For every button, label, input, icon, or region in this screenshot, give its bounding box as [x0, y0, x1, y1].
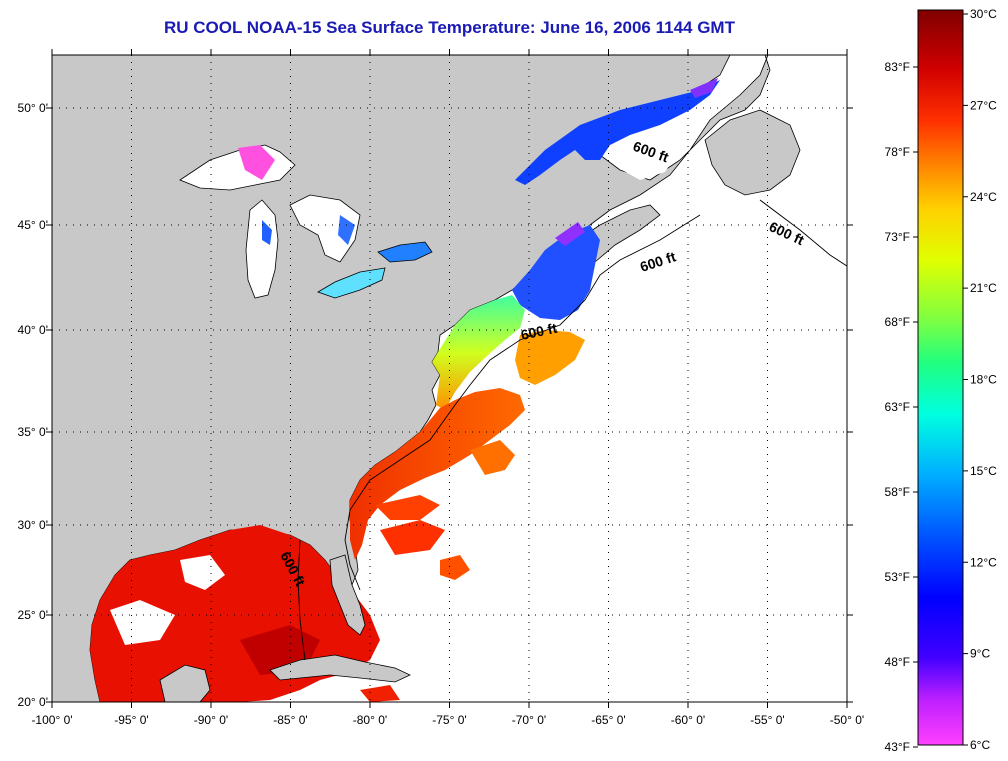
sst-gulf-of-maine [512, 225, 600, 320]
sst-labrador-purple [690, 78, 718, 98]
lake-erie [317, 267, 386, 299]
gulf-cloud-patch-2 [180, 555, 225, 590]
lat-tick-label: 20° 0' [18, 695, 48, 709]
longitude-axis-labels: -100° 0' -95° 0' -90° 0' -85° 0' -80° 0' -75°… [31, 713, 864, 727]
sst-gulf-st-lawrence [515, 80, 720, 185]
lat-tick-label: 40° 0' [18, 323, 48, 337]
colorbar-fahrenheit-label: 68°F [885, 315, 910, 329]
lake-superior-data [238, 145, 275, 180]
colorbar-celsius-label: 27°C [970, 98, 997, 112]
lon-tick-label: -100° 0' [31, 713, 72, 727]
lon-tick-label: -65° 0' [591, 713, 625, 727]
lon-tick-label: -50° 0' [830, 713, 864, 727]
latitude-axis-labels: 50° 0' 45° 0' 40° 0' 35° 0' 30° 0' 25° 0' 20° … [18, 101, 48, 709]
sst-slope-water [515, 330, 585, 385]
colorbar-fahrenheit-label: 58°F [885, 485, 910, 499]
sst-south-atlantic-bight [375, 495, 440, 520]
lon-tick-label: -85° 0' [273, 713, 307, 727]
map-title: RU COOL NOAA-15 Sea Surface Temperature:… [164, 18, 735, 37]
colorbar-fahrenheit-label: 53°F [885, 570, 910, 584]
lat-tick-label: 25° 0' [18, 608, 48, 622]
lon-tick-label: -90° 0' [194, 713, 228, 727]
gulf-cloud-patch-1 [110, 600, 175, 645]
land-cuba [269, 654, 411, 683]
colorbar-fahrenheit-label: 73°F [885, 230, 910, 244]
sst-sargasso-patch-2 [440, 555, 470, 580]
lon-tick-label: -80° 0' [353, 713, 387, 727]
lake-huron [289, 194, 361, 263]
lat-tick-label: 35° 0' [18, 425, 48, 439]
lake-michigan-data [262, 220, 272, 245]
lake-ontario [377, 241, 433, 263]
lon-tick-label: -70° 0' [512, 713, 546, 727]
colorbar-celsius-label: 21°C [970, 281, 997, 295]
colorbar-celsius-label: 30°C [970, 7, 997, 21]
colorbar-fahrenheit-label: 43°F [885, 740, 910, 754]
land-north-america [52, 55, 771, 702]
land-yucatan [159, 664, 211, 702]
sst-mid-atlantic-bight [432, 295, 525, 410]
colorbar-fahrenheit-label: 48°F [885, 655, 910, 669]
colorbar [917, 9, 964, 746]
colorbar-fahrenheit-label: 83°F [885, 60, 910, 74]
colorbar-celsius-label: 9°C [970, 647, 990, 661]
sst-caribbean-patch [360, 685, 400, 702]
isobath-label: 600 ft [519, 320, 558, 343]
lon-tick-label: -95° 0' [114, 713, 148, 727]
lat-tick-label: 30° 0' [18, 518, 48, 532]
sst-gulf-stream-eddy [470, 440, 515, 475]
gulf-cloud-gap [622, 135, 680, 180]
plot-frame [51, 54, 848, 703]
colorbar-celsius-label: 12°C [970, 555, 997, 569]
lon-tick-label: -60° 0' [671, 713, 705, 727]
colorbar-celsius-label: 15°C [970, 464, 997, 478]
colorbar-celsius-label: 6°C [970, 738, 990, 752]
sst-bay-of-fundy [555, 222, 585, 246]
sst-gulf-stream [350, 388, 525, 560]
colorbar-celsius-label: 24°C [970, 190, 997, 204]
land-florida [329, 554, 366, 636]
colorbar-celsius-label: 18°C [970, 373, 997, 387]
colorbar-fahrenheit-label: 78°F [885, 145, 910, 159]
lon-tick-label: -75° 0' [432, 713, 466, 727]
graticule [46, 49, 853, 708]
lon-tick-label: -55° 0' [750, 713, 784, 727]
sst-sargasso-patch-1 [380, 520, 445, 555]
lake-huron-data [338, 215, 355, 245]
colorbar-fahrenheit-labels: 83°F 78°F 73°F 68°F 63°F 58°F 53°F 48°F 43°F [885, 60, 918, 754]
lat-tick-label: 45° 0' [18, 218, 48, 232]
land-newfoundland [704, 109, 801, 196]
colorbar-celsius-labels: 30°C 27°C 24°C 21°C 18°C 15°C 12°C 9°C 6°C [963, 7, 997, 752]
lat-tick-label: 50° 0' [18, 101, 48, 115]
colorbar-fahrenheit-label: 63°F [885, 400, 910, 414]
isobath-600ft [297, 199, 847, 661]
